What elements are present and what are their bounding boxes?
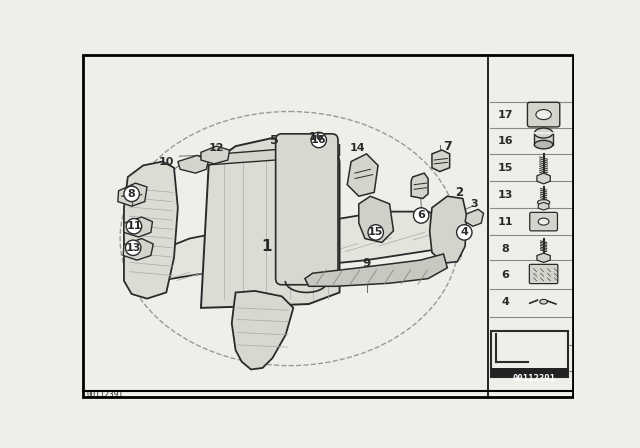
Polygon shape xyxy=(432,150,450,172)
Text: 16: 16 xyxy=(308,132,324,142)
Polygon shape xyxy=(201,146,230,164)
FancyBboxPatch shape xyxy=(527,102,560,127)
Polygon shape xyxy=(465,209,484,226)
Text: 13: 13 xyxy=(497,190,513,200)
Text: 6: 6 xyxy=(417,211,425,220)
Ellipse shape xyxy=(534,140,553,149)
Ellipse shape xyxy=(538,218,549,225)
Polygon shape xyxy=(537,173,550,184)
Text: 16: 16 xyxy=(311,135,326,145)
Ellipse shape xyxy=(538,200,550,205)
Circle shape xyxy=(456,225,472,240)
Text: 4: 4 xyxy=(501,297,509,307)
Polygon shape xyxy=(359,196,394,242)
Polygon shape xyxy=(128,211,447,293)
FancyBboxPatch shape xyxy=(276,134,338,285)
Text: 15: 15 xyxy=(497,163,513,173)
Text: 9: 9 xyxy=(362,257,371,270)
Polygon shape xyxy=(348,154,378,196)
Text: 3: 3 xyxy=(470,199,478,209)
Polygon shape xyxy=(429,196,467,263)
Circle shape xyxy=(126,219,141,234)
Polygon shape xyxy=(124,217,152,237)
Circle shape xyxy=(124,186,140,202)
Text: 16: 16 xyxy=(497,136,513,146)
Polygon shape xyxy=(124,162,178,299)
Bar xyxy=(492,368,568,377)
Polygon shape xyxy=(305,254,447,286)
FancyBboxPatch shape xyxy=(530,212,557,231)
Text: 7: 7 xyxy=(443,140,452,153)
Text: 2: 2 xyxy=(455,186,463,199)
Text: 4: 4 xyxy=(460,228,468,237)
Text: 8: 8 xyxy=(501,244,509,254)
Circle shape xyxy=(311,132,326,148)
Polygon shape xyxy=(537,253,550,263)
Polygon shape xyxy=(201,145,340,165)
FancyBboxPatch shape xyxy=(529,264,558,284)
Text: 11: 11 xyxy=(497,217,513,227)
Bar xyxy=(534,133,553,145)
Polygon shape xyxy=(118,183,147,206)
Bar xyxy=(492,331,568,377)
Polygon shape xyxy=(411,173,428,198)
Text: 10: 10 xyxy=(159,156,174,167)
Ellipse shape xyxy=(536,110,551,120)
Circle shape xyxy=(413,208,429,223)
Circle shape xyxy=(368,225,383,240)
Text: 14: 14 xyxy=(349,143,365,153)
Polygon shape xyxy=(232,291,293,370)
Text: 13: 13 xyxy=(125,243,141,253)
Text: 8: 8 xyxy=(128,189,136,199)
Ellipse shape xyxy=(534,128,553,138)
Ellipse shape xyxy=(540,299,547,304)
Text: 12: 12 xyxy=(209,143,224,154)
Text: 17: 17 xyxy=(497,110,513,120)
Polygon shape xyxy=(178,155,209,173)
Text: 00112391: 00112391 xyxy=(86,390,123,399)
Circle shape xyxy=(125,240,141,255)
Text: 6: 6 xyxy=(501,270,509,280)
Polygon shape xyxy=(201,137,340,308)
Text: 00112391: 00112391 xyxy=(513,374,556,383)
Text: 15: 15 xyxy=(368,228,383,237)
Polygon shape xyxy=(538,202,549,210)
Text: 5: 5 xyxy=(269,134,278,147)
Polygon shape xyxy=(123,238,153,260)
Text: 11: 11 xyxy=(126,221,141,231)
Text: 1: 1 xyxy=(261,239,271,254)
